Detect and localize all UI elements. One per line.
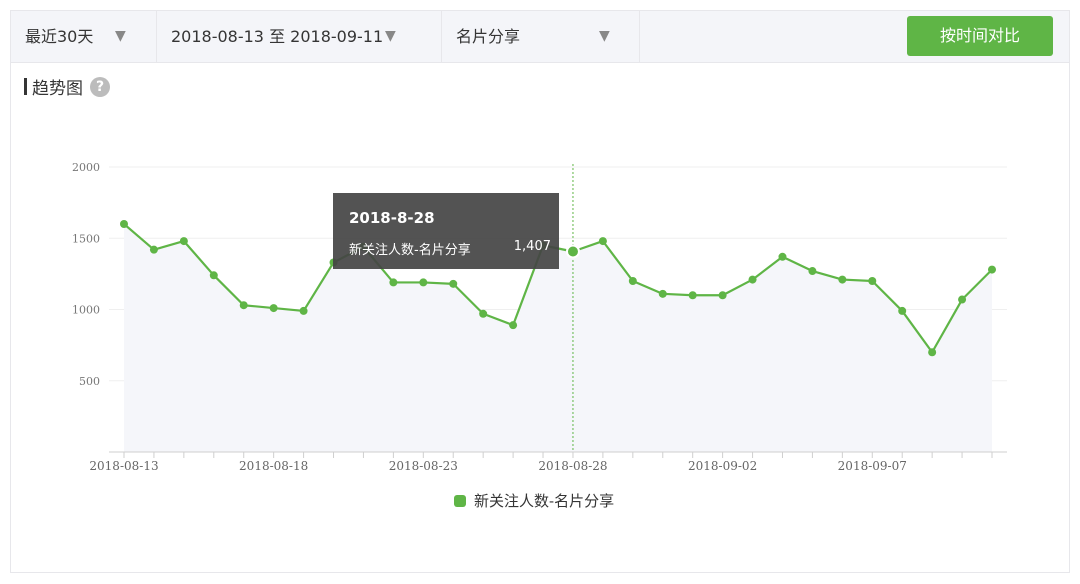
data-point xyxy=(838,275,847,284)
tooltip-row: 新关注人数-名片分享 1,407 xyxy=(349,239,551,258)
range-select[interactable]: 最近30天 ▼ xyxy=(11,11,157,62)
x-tick-label: 2018-08-18 xyxy=(239,459,308,473)
help-icon[interactable]: ? xyxy=(90,76,110,97)
data-point xyxy=(389,278,398,287)
x-tick-label: 2018-08-23 xyxy=(389,459,458,473)
x-tick-label: 2018-09-02 xyxy=(688,459,757,473)
chart-legend[interactable]: 新关注人数-名片分享 xyxy=(454,490,614,511)
chevron-down-icon: ▼ xyxy=(115,28,126,44)
data-point xyxy=(269,304,278,313)
chevron-down-icon: ▼ xyxy=(385,28,396,44)
legend-label: 新关注人数-名片分享 xyxy=(474,492,615,510)
x-tick-label: 2018-08-28 xyxy=(538,459,607,473)
data-point xyxy=(479,309,488,318)
data-point xyxy=(658,289,667,298)
data-point xyxy=(149,245,158,254)
title-bar-decoration xyxy=(24,78,27,95)
y-tick-label: 500 xyxy=(79,375,100,388)
filter-bar: 最近30天 ▼ 2018-08-13 至 2018-09-11 ▼ 名片分享 ▼… xyxy=(11,11,1069,63)
data-point xyxy=(748,275,757,284)
data-point xyxy=(239,301,248,310)
source-select-label: 名片分享 xyxy=(456,27,521,46)
date-range-select[interactable]: 2018-08-13 至 2018-09-11 ▼ xyxy=(157,11,442,62)
data-point xyxy=(209,271,218,280)
data-point xyxy=(120,220,128,228)
data-point xyxy=(808,267,817,276)
data-point xyxy=(688,291,697,300)
data-point xyxy=(598,237,607,246)
y-tick-label: 2000 xyxy=(72,161,100,174)
data-point xyxy=(449,279,458,288)
compare-by-time-button[interactable]: 按时间对比 xyxy=(907,16,1053,56)
section-title: 趋势图 ? xyxy=(24,74,110,99)
data-point xyxy=(958,295,967,304)
x-tick-label: 2018-08-13 xyxy=(89,459,158,473)
range-select-label: 最近30天 xyxy=(25,27,94,46)
data-point xyxy=(868,277,877,285)
x-tick-label: 2018-09-07 xyxy=(838,459,907,473)
y-tick-label: 1000 xyxy=(72,304,100,317)
chevron-down-icon: ▼ xyxy=(599,28,610,44)
data-point xyxy=(509,321,518,330)
chart-tooltip: 2018-8-28 新关注人数-名片分享 1,407 xyxy=(333,193,559,269)
legend-swatch xyxy=(454,494,466,507)
section-title-text: 趋势图 xyxy=(32,79,83,99)
tooltip-value: 1,407 xyxy=(513,239,551,254)
tooltip-date: 2018-8-28 xyxy=(349,209,435,227)
series-area xyxy=(124,224,992,452)
highlighted-data-point xyxy=(565,244,580,259)
data-point xyxy=(299,306,308,315)
data-point xyxy=(419,278,428,287)
source-select[interactable]: 名片分享 ▼ xyxy=(442,11,640,62)
tooltip-series: 新关注人数-名片分享 xyxy=(349,243,471,258)
data-point xyxy=(718,291,727,300)
data-point xyxy=(988,265,996,274)
data-point xyxy=(928,348,937,357)
y-tick-label: 1500 xyxy=(72,232,100,245)
data-point xyxy=(179,237,188,246)
data-point xyxy=(628,277,637,285)
date-range-label: 2018-08-13 至 2018-09-11 xyxy=(171,27,384,46)
data-point xyxy=(778,252,787,261)
data-point xyxy=(898,306,907,315)
